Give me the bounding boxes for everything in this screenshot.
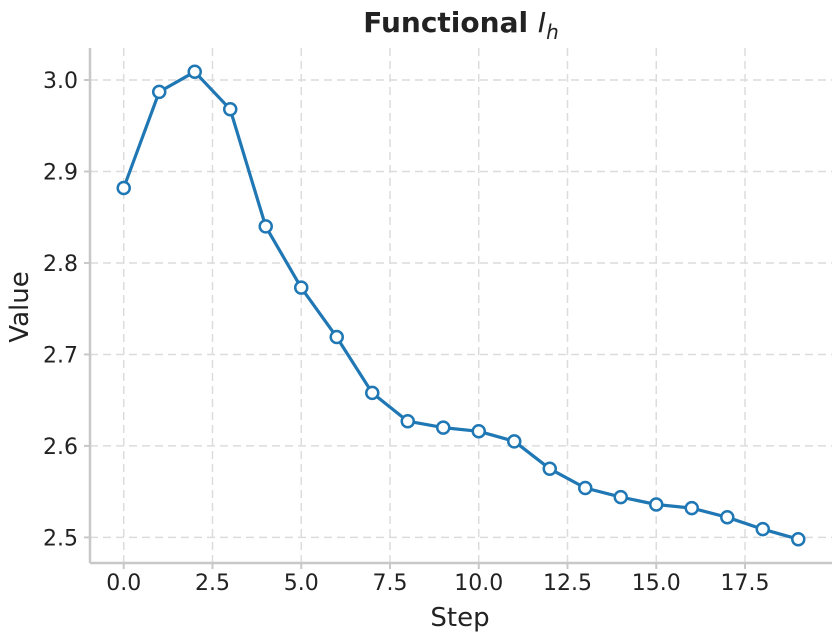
- x-tick-label: 0.0: [106, 571, 141, 596]
- data-point: [755, 521, 771, 537]
- data-point: [222, 102, 238, 117]
- x-tick-label: 10.0: [454, 571, 503, 596]
- data-point: [720, 510, 735, 525]
- x-tick-label: 2.5: [195, 571, 230, 596]
- x-tick-label: 7.5: [372, 571, 407, 596]
- data-point: [507, 434, 522, 449]
- x-axis-label: Step: [430, 603, 489, 633]
- grid: [90, 48, 832, 563]
- y-tick-label: 3.0: [43, 69, 78, 94]
- x-tick-label: 17.5: [721, 571, 770, 596]
- data-point: [151, 84, 167, 100]
- y-tick-label: 2.9: [43, 160, 78, 185]
- data-point: [542, 461, 558, 477]
- y-axis-label: Value: [5, 271, 35, 342]
- y-tick-label: 2.5: [43, 526, 78, 551]
- data-point: [435, 420, 451, 435]
- data-point: [116, 180, 131, 196]
- data-point: [364, 385, 380, 401]
- x-tick-labels: 0.0 2.5 5.0 7.5 10.0 12.5 15.0 17.5: [106, 571, 769, 596]
- data-point: [791, 531, 806, 547]
- x-tick-label: 12.5: [543, 571, 592, 596]
- ticks: [84, 79, 747, 569]
- data-point: [329, 329, 344, 345]
- series-line: [122, 70, 799, 541]
- data-point: [293, 280, 309, 295]
- data-point: [578, 480, 593, 496]
- y-tick-labels: 2.5 2.6 2.7 2.8 2.9 3.0: [43, 69, 78, 551]
- data-point: [649, 497, 664, 512]
- data-point: [187, 64, 202, 80]
- data-point: [471, 424, 487, 439]
- chart-title: Functional Ih: [363, 6, 559, 44]
- series-markers: [116, 64, 806, 547]
- y-tick-label: 2.7: [43, 343, 78, 368]
- x-tick-label: 15.0: [632, 571, 681, 596]
- y-tick-label: 2.6: [43, 435, 78, 460]
- data-point: [613, 489, 629, 505]
- data-point: [258, 219, 273, 234]
- data-point: [684, 500, 700, 516]
- data-point: [400, 413, 415, 429]
- y-tick-label: 2.8: [43, 252, 78, 277]
- x-tick-label: 5.0: [284, 571, 319, 596]
